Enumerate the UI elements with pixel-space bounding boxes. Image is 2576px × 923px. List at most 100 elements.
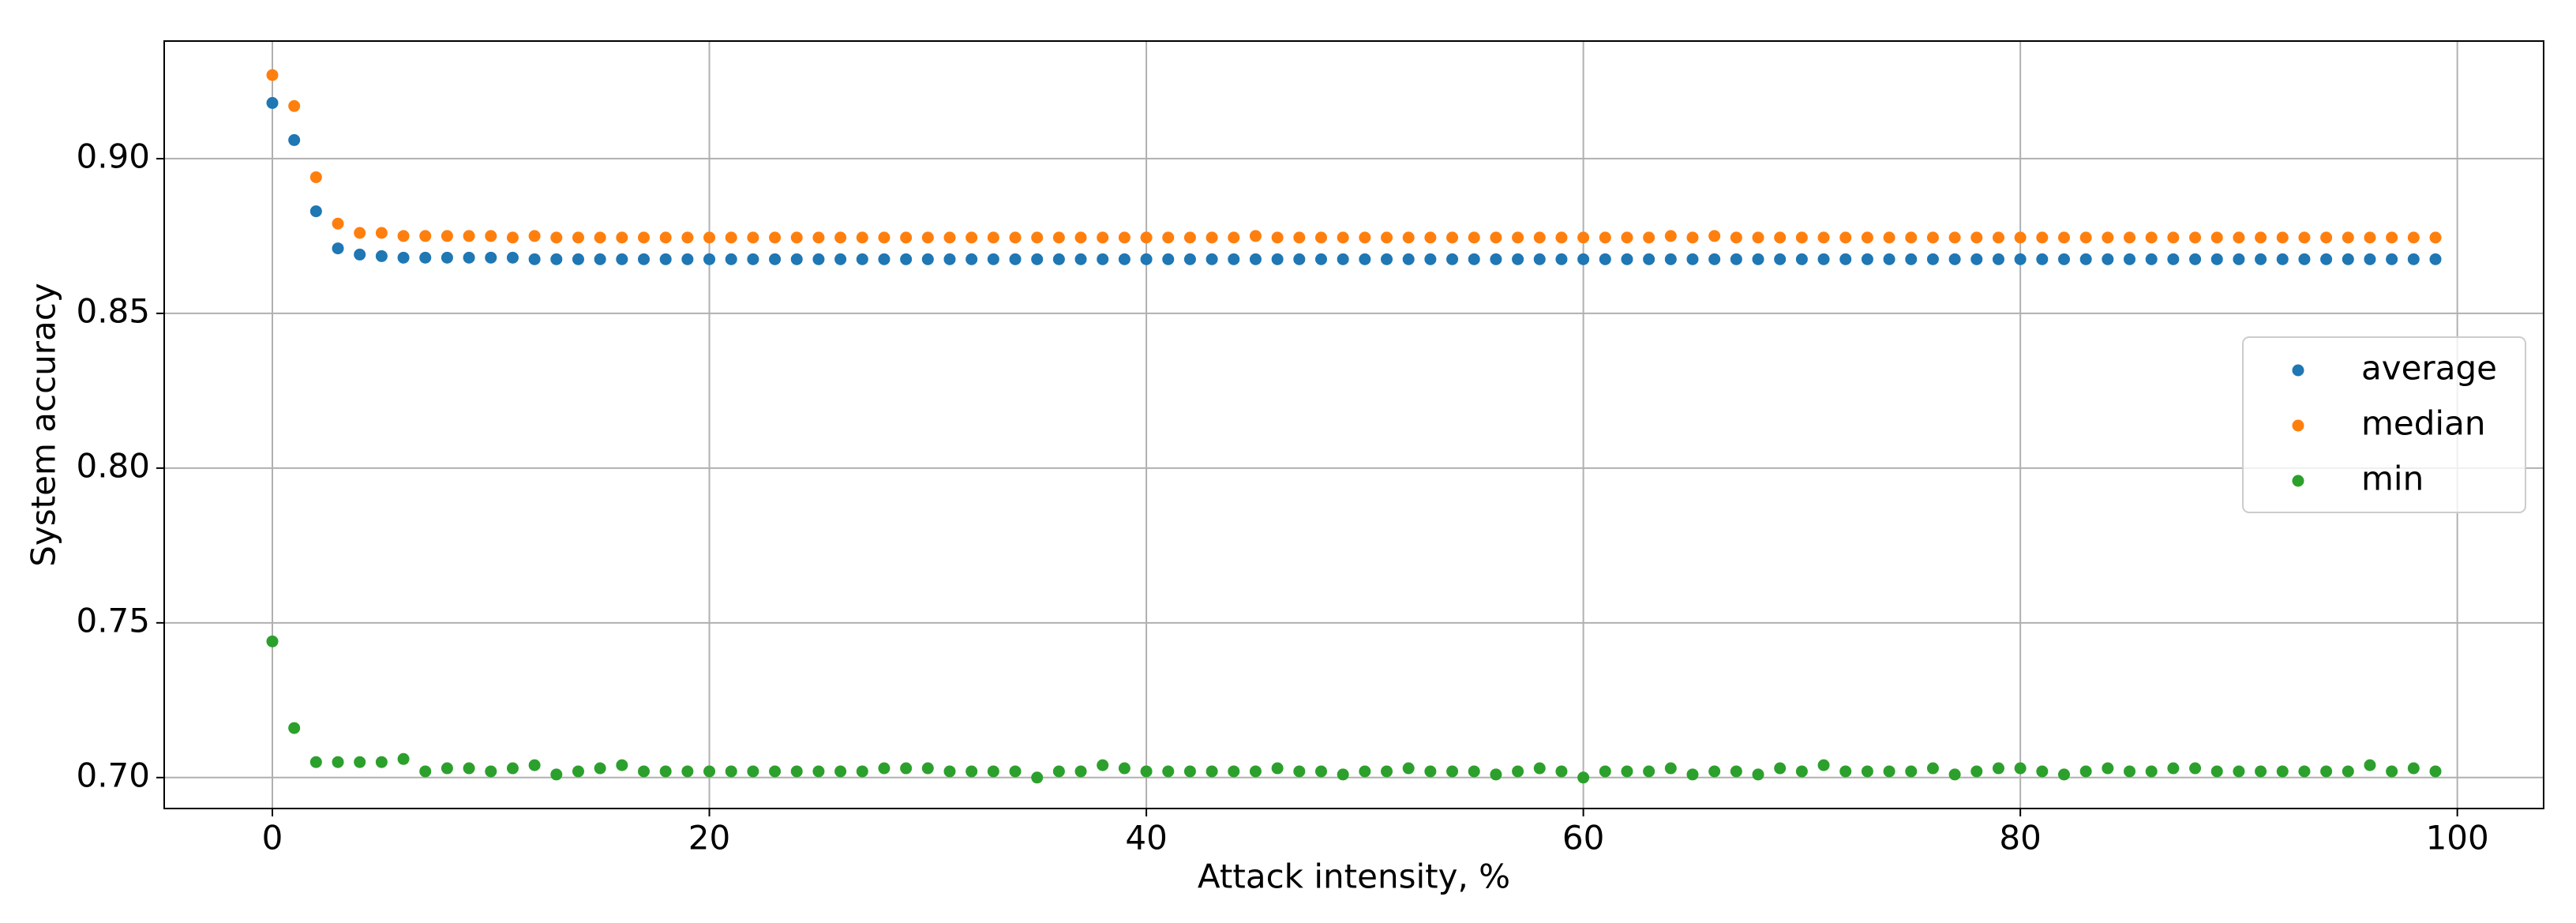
point (921, 762, 934, 775)
point (1577, 253, 1590, 265)
point (703, 765, 716, 778)
y-tick-label: 0.70 (76, 756, 150, 794)
point (834, 765, 847, 778)
point (2407, 231, 2420, 244)
point (1446, 765, 1459, 778)
point (1314, 253, 1327, 265)
point (966, 765, 978, 778)
point (747, 765, 759, 778)
point (2079, 765, 2092, 778)
point (659, 231, 672, 244)
point (1577, 771, 1590, 784)
point (1905, 253, 1918, 265)
point (1621, 231, 1633, 244)
legend-marker (2292, 419, 2304, 432)
point (1577, 231, 1590, 244)
point (1599, 253, 1611, 265)
point (1097, 759, 1109, 771)
y-axis-label: System accuracy (24, 283, 63, 566)
point (1446, 253, 1459, 265)
point (638, 253, 651, 265)
point (375, 250, 388, 262)
x-tick-label: 20 (688, 819, 730, 857)
point (1424, 231, 1437, 244)
point (419, 251, 432, 264)
point (397, 752, 410, 765)
point (790, 231, 803, 244)
point (2167, 253, 2180, 265)
point (2014, 231, 2027, 244)
point (747, 231, 759, 244)
x-tick-label: 40 (1125, 819, 1167, 857)
point (2189, 253, 2202, 265)
point (1183, 231, 1196, 244)
point (2079, 253, 2092, 265)
point (2189, 762, 2202, 775)
point (1970, 231, 1983, 244)
point (1228, 231, 1240, 244)
point (2429, 253, 2442, 265)
point (1752, 768, 1764, 781)
point (1074, 253, 1087, 265)
point (1293, 231, 1306, 244)
point (1337, 768, 1349, 781)
point (1118, 253, 1131, 265)
point (878, 231, 891, 244)
point (2102, 253, 2114, 265)
point (2298, 253, 2311, 265)
point (2429, 231, 2442, 244)
point (2102, 762, 2114, 775)
point (2145, 253, 2158, 265)
point (2079, 231, 2092, 244)
point (1097, 231, 1109, 244)
point (725, 253, 737, 265)
point (1555, 231, 1568, 244)
point (1293, 253, 1306, 265)
point (1686, 253, 1699, 265)
point (1162, 765, 1175, 778)
point (703, 231, 716, 244)
point (441, 762, 453, 775)
point (1183, 253, 1196, 265)
point (594, 253, 606, 265)
point (1206, 231, 1218, 244)
point (1359, 765, 1371, 778)
point (1293, 765, 1306, 778)
point (441, 230, 453, 242)
legend-label: min (2361, 460, 2424, 498)
point (2429, 765, 2442, 778)
x-axis-label: Attack intensity, % (1198, 857, 1510, 896)
point (1381, 253, 1393, 265)
point (2320, 231, 2333, 244)
point (1817, 253, 1830, 265)
point (1009, 765, 1022, 778)
point (485, 230, 497, 242)
point (1512, 253, 1524, 265)
point (1883, 231, 1895, 244)
point (1468, 765, 1480, 778)
point (2036, 765, 2049, 778)
point (1424, 765, 1437, 778)
point (1271, 253, 1284, 265)
point (1948, 253, 1961, 265)
point (900, 762, 913, 775)
point (2255, 765, 2267, 778)
point (1752, 231, 1764, 244)
point (1686, 768, 1699, 781)
point (1992, 231, 2004, 244)
point (397, 251, 410, 264)
point (375, 227, 388, 239)
point (1533, 762, 1546, 775)
point (1774, 762, 1787, 775)
point (528, 253, 541, 265)
point (441, 251, 453, 264)
point (2233, 231, 2245, 244)
point (1905, 231, 1918, 244)
point (506, 251, 519, 264)
point (1228, 253, 1240, 265)
point (266, 635, 279, 647)
point (1162, 231, 1175, 244)
point (572, 253, 584, 265)
point (1599, 231, 1611, 244)
